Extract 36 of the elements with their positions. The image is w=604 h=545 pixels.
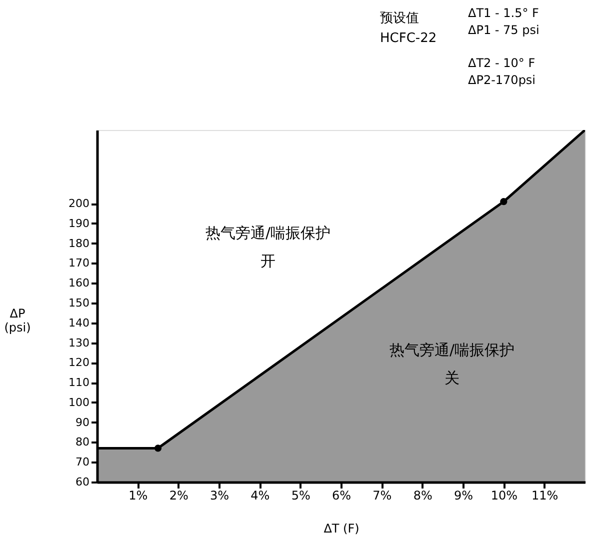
x-tick-label: 7% [372,488,392,502]
x-tick-label: 6% [332,488,352,502]
x-tick-label: 3% [210,488,230,502]
x-tick-label: 4% [250,488,270,502]
x-tick-label: 5% [291,488,310,502]
annotation: 开 [260,252,276,270]
x-tick-label: 11% [531,488,558,502]
y-tick-label: 140 [68,316,90,330]
y-tick-label: 80 [76,436,90,449]
text: HCFC-22 [380,31,437,46]
y-tick-label: 160 [68,276,90,290]
y-tick-label: 190 [68,216,90,230]
y-tick-label: 150 [68,296,90,310]
annotation: 热气旁通/喘振保护 [389,341,515,359]
y-tick-label: 200 [68,197,90,210]
x-tick-label: 10% [490,488,518,502]
y-tick-label: 170 [68,256,90,270]
x-tick-label: 2% [169,488,188,502]
y-tick-label: 180 [68,236,90,250]
text: ΔT2 - 10° F ΔP2-170psi [468,56,536,87]
annotation: 热气旁通/喘振保护 [205,224,331,242]
x-tick-label: 8% [413,488,432,502]
x-axis-title: ΔT (F) [324,522,360,536]
y-tick-label: 100 [68,396,90,409]
x-tick-label: 9% [454,488,474,502]
y-tick-label: 90 [76,416,90,429]
y-tick-label: 60 [76,476,90,488]
y-tick-label: 130 [68,336,90,350]
text: 预设值 [380,11,419,26]
y-tick-label: 70 [76,456,90,469]
y-tick-label: 120 [68,356,90,370]
text: ΔT1 - 1.5° F ΔP1 - 75 psi [468,6,540,37]
x-tick-label: 1% [128,488,148,502]
annotation: 关 [444,369,460,387]
y-axis-title: ΔP (psi) [4,306,31,334]
y-tick-label: 110 [68,376,90,390]
